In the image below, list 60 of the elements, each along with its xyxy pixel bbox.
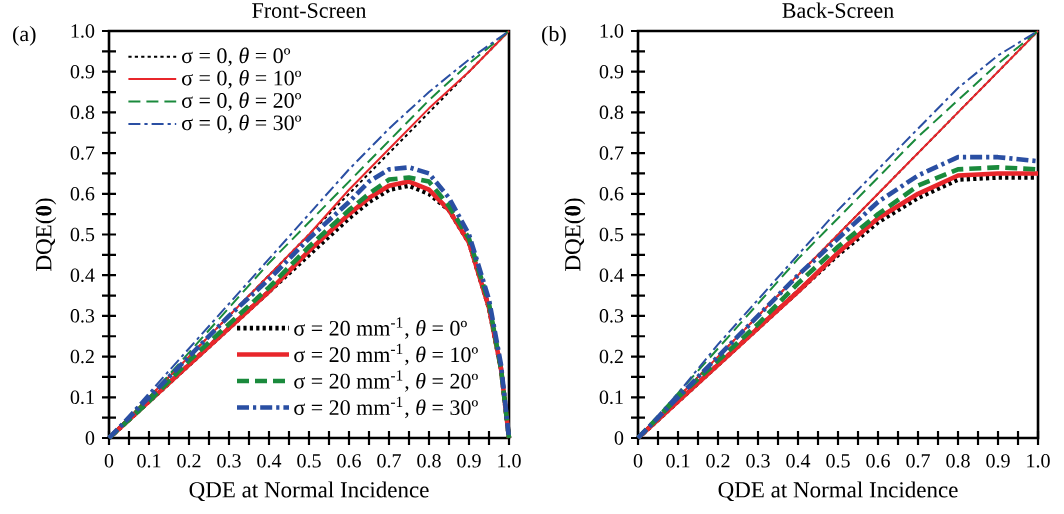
y-tick-label: 0.6 [70,187,95,201]
y-tick-label: 0.1 [70,390,94,405]
y-tick-label: 1.0 [600,24,624,38]
y-tick-label: 0.2 [70,349,94,364]
y-tick-label: 1.0 [71,24,95,38]
x-tick-label: 0.9 [986,454,1010,468]
x-tick-label: 0.8 [417,454,441,468]
x-tick-label: 0.3 [217,454,241,468]
x-tick-label: 0.6 [866,454,890,468]
y-tick-label: 0.3 [599,309,624,323]
x-tick-label: 0.2 [706,454,730,468]
x-axis-title: QDE at Normal Incidence [189,481,429,502]
text: (b) [542,25,566,46]
y-tick-label: 0.1 [599,390,623,405]
text: (a) [13,25,36,46]
x-tick-label: 0.4 [786,454,811,468]
x-tick-label: 0.1 [137,454,161,468]
x-tick-label: 0 [104,454,114,468]
y-tick-label: 0.8 [599,105,624,120]
chart-title: Back-Screen [782,2,894,18]
x-tick-label: 1.0 [498,454,521,468]
legend-label: σ = 0, θ = 10º [182,69,302,89]
y-tick-label: 0.2 [599,349,623,364]
y-tick-label: 0.7 [70,146,95,160]
x-tick-label: 0.7 [377,454,401,468]
legend-label: σ = 20 mm$^{-1}$, θ = 0º [294,317,467,339]
y-tick-label: 0.7 [599,146,624,160]
x-tick-label: 0.5 [826,454,850,468]
y-tick-label: 0.4 [599,268,624,282]
y-axis-title: DQE(0) [564,198,586,271]
x-tick-label: 0.7 [906,454,930,468]
y-tick-label: 0.5 [599,227,624,242]
y-tick-label: 0.3 [70,309,95,323]
legend-label: σ = 0, θ = 30º [182,114,302,134]
legend-label: σ = 20 mm$^{-1}$, θ = 10º [294,343,478,366]
y-tick-label: 0.9 [599,64,624,79]
legend-label: σ = 20 mm$^{-1}$, θ = 30º [294,396,478,419]
x-tick-label: 0.9 [457,454,481,468]
y-tick-label: 0 [85,431,95,445]
x-tick-label: 0 [633,454,643,468]
y-tick-label: 0.6 [599,187,624,201]
x-tick-label: 0.2 [177,454,201,468]
x-tick-label: 0.5 [297,454,321,468]
x-tick-label: 0.3 [746,454,770,468]
y-tick-label: 0.4 [70,268,95,282]
y-tick-label: 0.9 [70,64,95,79]
legend-label: σ = 0, θ = 0º [182,47,291,67]
x-tick-label: 0.4 [257,454,282,468]
legend-label: σ = 20 mm$^{-1}$, θ = 20º [294,370,478,392]
x-tick-label: 0.1 [666,454,690,468]
x-axis-title: QDE at Normal Incidence [718,481,958,502]
legend-label: σ = 0, θ = 20º [182,92,302,112]
y-tick-label: 0 [614,431,624,445]
x-tick-label: 0.6 [337,454,361,468]
y-tick-label: 0.8 [70,105,95,120]
y-axis-title: DQE(0) [35,198,57,271]
y-tick-label: 0.5 [70,227,95,242]
chart-title: Front-Screen [252,3,367,18]
x-tick-label: 1.0 [1027,454,1050,468]
x-tick-label: 0.8 [946,454,970,468]
